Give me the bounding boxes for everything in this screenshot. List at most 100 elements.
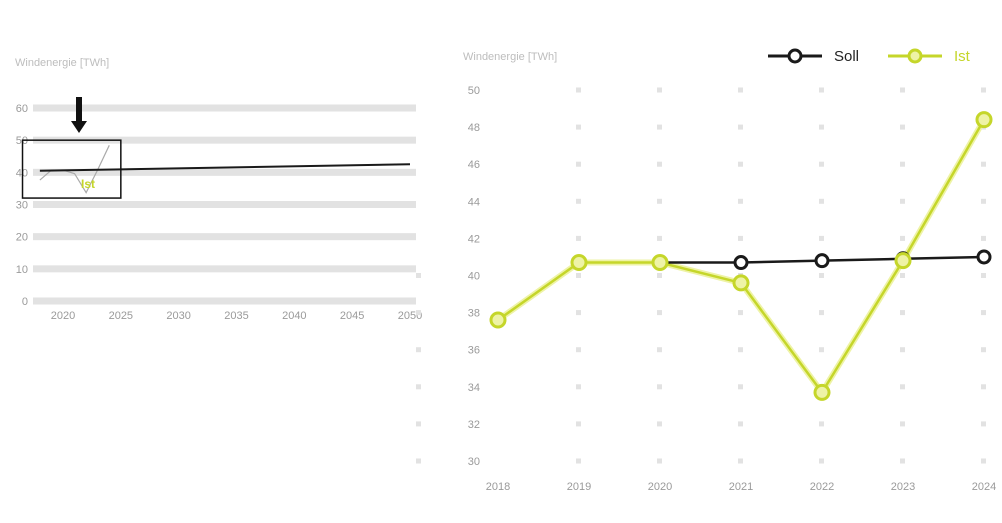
grid-band	[33, 297, 416, 305]
soll-point	[976, 249, 992, 265]
grid-dot	[416, 347, 421, 353]
y-tick-label: 0	[22, 296, 28, 308]
grid-dot	[416, 421, 421, 427]
y-tick-label: 42	[468, 233, 480, 245]
ist-point	[975, 111, 993, 129]
y-tick-label: 60	[16, 103, 28, 115]
x-tick-label: 2022	[810, 481, 834, 493]
x-tick-label: 2018	[486, 481, 510, 493]
legend-soll-marker	[787, 48, 803, 64]
soll-line	[39, 163, 411, 172]
grid-dot	[819, 421, 824, 427]
grid-dot	[819, 161, 824, 167]
legend-soll-label: Soll	[834, 48, 859, 65]
grid-dot	[416, 458, 421, 464]
grid-dot	[738, 384, 743, 390]
x-tick-label: 2035	[224, 310, 248, 322]
grid-dot	[738, 310, 743, 316]
grid-dot	[657, 347, 662, 353]
grid-band	[33, 201, 416, 208]
grid-dot	[576, 384, 581, 390]
grid-dot	[576, 124, 581, 130]
grid-dot	[576, 421, 581, 427]
grid-band	[33, 136, 416, 144]
grid-dot	[981, 384, 986, 390]
x-tick-label: 2019	[567, 481, 591, 493]
right-chart-title: Windenergie [TWh]	[463, 51, 557, 63]
grid-dot	[738, 161, 743, 167]
grid-dot	[416, 384, 421, 390]
y-tick-label: 32	[468, 419, 480, 431]
grid-dot	[981, 87, 986, 93]
grid-dot	[900, 87, 905, 93]
y-tick-label: 48	[468, 122, 480, 134]
grid-dot	[657, 198, 662, 204]
x-tick-label: 2020	[51, 310, 75, 322]
ist-label: Ist	[81, 177, 95, 191]
grid-dot	[416, 310, 421, 316]
grid-dot	[657, 458, 662, 464]
grid-dot	[981, 458, 986, 464]
grid-dot	[576, 87, 581, 93]
grid-dot	[576, 458, 581, 464]
grid-dot	[738, 87, 743, 93]
x-tick-label: 2045	[340, 310, 364, 322]
grid-dot	[981, 347, 986, 353]
x-tick-label: 2040	[282, 310, 306, 322]
x-tick-label: 2024	[972, 481, 996, 493]
grid-dot	[981, 310, 986, 316]
grid-dot	[738, 198, 743, 204]
grid-dot	[576, 235, 581, 241]
grid-dot	[738, 421, 743, 427]
x-tick-label: 2020	[648, 481, 672, 493]
y-tick-label: 40	[468, 271, 480, 283]
y-tick-label: 46	[468, 159, 480, 171]
grid-band	[33, 168, 416, 176]
y-tick-label: 10	[16, 264, 28, 276]
grid-dot	[900, 235, 905, 241]
legend-ist-marker	[907, 48, 923, 64]
x-tick-label: 2025	[109, 310, 133, 322]
grid-dot	[657, 273, 662, 278]
grid-dot	[900, 198, 905, 204]
grid-dot	[981, 161, 986, 167]
grid-dot	[819, 347, 824, 353]
grid-dot	[900, 273, 905, 278]
grid-band	[33, 104, 416, 112]
grid-dot	[981, 198, 986, 204]
ist-point	[732, 274, 750, 292]
grid-dot	[657, 124, 662, 130]
grid-dot	[657, 235, 662, 241]
grid-band	[33, 233, 416, 241]
arrow-down-icon	[71, 97, 87, 133]
grid-dot	[819, 124, 824, 130]
legend-ist-label: Ist	[954, 48, 971, 65]
y-tick-label: 20	[16, 232, 28, 244]
grid-dot	[657, 421, 662, 427]
grid-dot	[738, 124, 743, 130]
x-tick-label: 2030	[166, 310, 190, 322]
ist-point	[489, 311, 507, 329]
soll-point	[733, 255, 749, 271]
left-chart-title: Windenergie [TWh]	[15, 57, 109, 69]
grid-dot	[900, 421, 905, 427]
grid-dot	[819, 87, 824, 93]
y-tick-label: 30	[16, 200, 28, 212]
grid-dot	[900, 161, 905, 167]
zoom-box	[21, 139, 122, 199]
grid-band	[33, 265, 416, 273]
y-tick-label: 34	[468, 382, 480, 394]
x-tick-label: 2021	[729, 481, 753, 493]
ist-point	[894, 252, 912, 270]
grid-dot	[900, 458, 905, 464]
ist-point	[813, 383, 831, 401]
grid-dot	[819, 310, 824, 316]
grid-dot	[576, 310, 581, 316]
grid-dot	[416, 273, 421, 278]
grid-dot	[576, 347, 581, 353]
grid-dot	[819, 235, 824, 241]
grid-dot	[738, 235, 743, 241]
grid-dot	[738, 458, 743, 464]
grid-dot	[657, 161, 662, 167]
